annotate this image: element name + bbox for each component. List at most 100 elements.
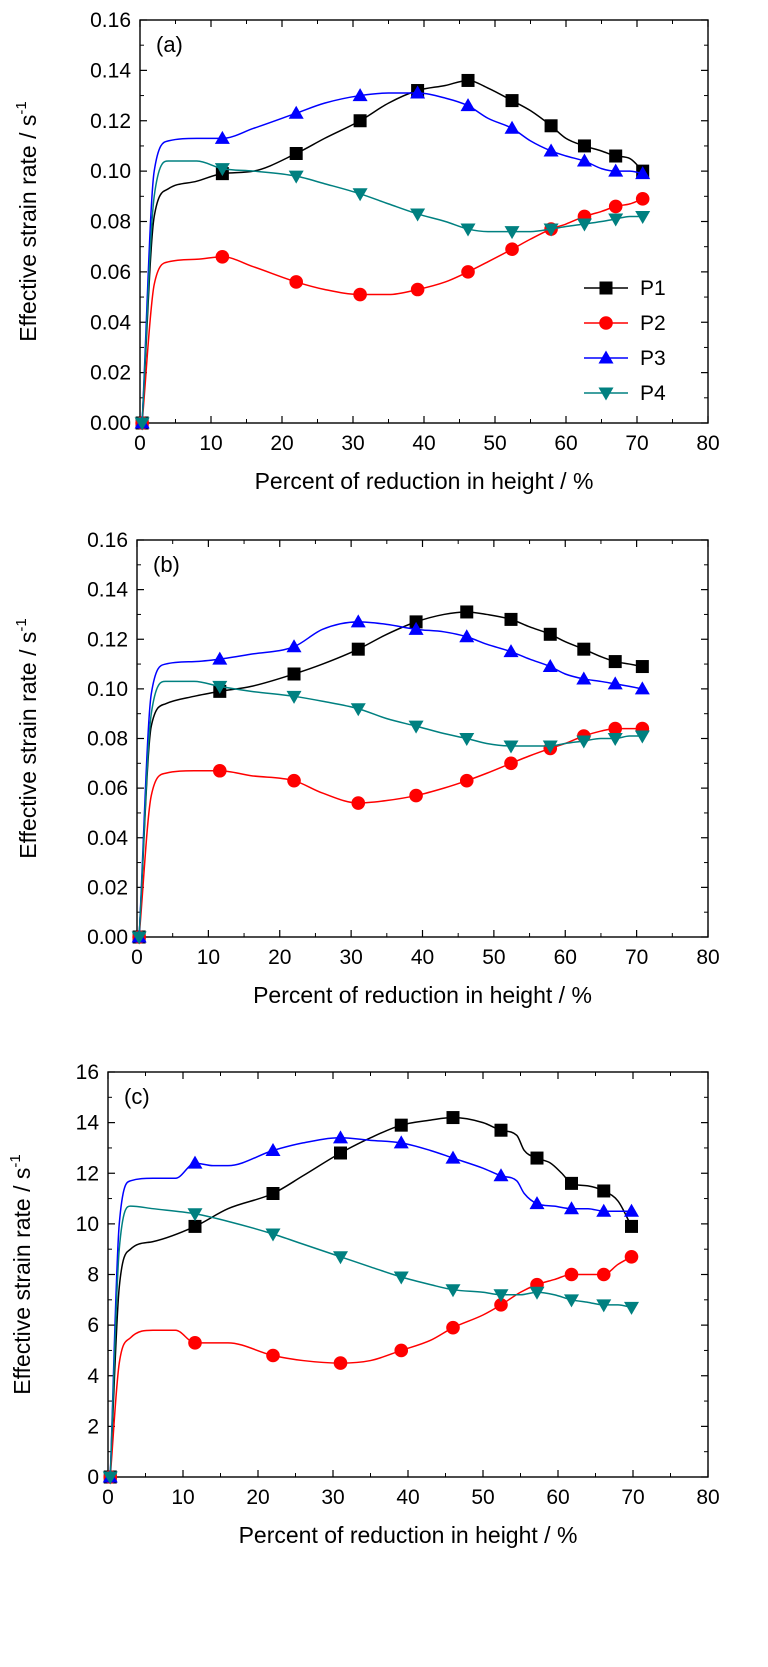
x-tick-label: 60 [554,946,577,969]
data-point-p3 [333,1130,348,1144]
y-tick-label: 0.12 [90,110,131,133]
series-p4 [134,160,651,431]
y-tick-label: 0 [87,1466,99,1489]
legend-label: P4 [640,382,666,405]
data-point-p4 [529,1286,545,1300]
data-point-p3 [214,130,230,144]
x-axis-title: Percent of reduction in height / % [255,468,594,494]
data-point-p4 [445,1284,461,1298]
data-point-p3 [503,644,519,658]
data-point-p3 [576,671,592,685]
legend-marker-p1 [599,281,613,295]
data-point-p1 [597,1184,611,1198]
data-point-p3 [286,639,302,653]
data-point-p1 [635,660,649,674]
data-point-p3 [493,1168,509,1182]
data-point-p3 [543,143,559,157]
data-point-p2 [410,282,425,297]
data-point-p4 [214,163,230,177]
data-point-p2 [266,1348,280,1363]
y-axis-title-superscript: -1 [13,101,30,114]
data-point-p4 [504,226,520,240]
legend-label: P1 [640,277,666,300]
series-p1 [103,1111,638,1484]
series-p3 [131,614,650,943]
data-point-p3 [635,166,651,180]
y-tick-label: 0.06 [90,261,131,284]
data-point-p4 [459,733,475,746]
data-point-p4 [596,1299,612,1313]
series-p1 [135,73,650,430]
data-point-p4 [134,417,150,431]
plot-frame [107,1071,709,1478]
y-axis-title: Effective strain rate / s-1 [13,618,41,858]
data-point-p1 [446,1111,460,1125]
y-tick-label: 12 [76,1162,99,1185]
data-point-p2 [564,1267,579,1282]
data-point-p3 [460,98,476,112]
data-point-p3 [393,1135,409,1149]
x-tick-label: 60 [554,432,577,455]
legend-item-p4: P4 [584,382,666,405]
data-point-p3 [596,1203,612,1217]
y-tick-label: 4 [87,1365,99,1388]
y-tick-label: 8 [87,1264,99,1287]
data-point-p2 [446,1320,460,1335]
x-tick-label: 40 [396,1486,419,1509]
data-point-p4 [635,210,651,224]
x-tick-label: 80 [696,946,719,969]
chart-panel-2: 0 10 20 30 40 50 60 70 80 0.00 0.02 0.04 0.06 0.08 0.1… [13,529,720,1008]
data-point-p2 [608,721,623,736]
data-point-p4 [393,1271,409,1285]
data-point-p1 [289,146,303,160]
data-point-p3 [352,88,368,102]
panel-label: (b) [153,552,180,577]
y-tick-label: 0.00 [90,412,131,435]
data-point-p3 [445,1150,461,1164]
x-tick-label: 30 [321,1486,344,1509]
data-point-p4 [542,740,558,754]
y-tick-label: 0.00 [87,926,128,949]
y-axis-title-text: Effective strain rate / s [15,632,41,859]
series-p2 [132,721,650,944]
x-tick-label: 30 [339,946,362,969]
y-tick-label: 16 [76,1061,99,1084]
legend-marker-p4 [598,387,614,401]
data-point-p1 [625,1219,638,1233]
data-point-p4 [408,720,424,734]
data-point-p3 [576,153,592,167]
legend-item-p3: P3 [584,347,666,370]
y-tick-label: 0.14 [90,59,131,82]
series-line-p3 [138,621,643,938]
data-point-p4 [607,733,623,746]
series-line-p2 [141,198,643,424]
data-point-p1 [577,642,591,656]
data-point-p3 [634,681,650,695]
data-point-p1 [544,119,558,133]
data-point-p1 [334,1146,347,1160]
y-axis-title-superscript: -1 [7,1154,24,1167]
series-line-p2 [138,727,643,938]
x-tick-label: 70 [625,946,648,969]
series-line-p3 [109,1137,632,1478]
y-tick-label: 0.04 [87,827,128,850]
data-point-p1 [461,73,475,87]
x-tick-label: 10 [199,432,222,455]
x-tick-label: 30 [341,432,364,455]
data-point-p2 [596,1267,611,1282]
data-point-p4 [608,213,624,227]
data-point-p4 [410,208,426,222]
y-tick-label: 0.02 [87,876,128,899]
data-point-p2 [333,1356,348,1370]
chart-panel-1: 0 10 20 30 40 50 60 70 80 0.00 0.02 0.04 0.06 0.08 0.1… [13,9,720,494]
data-point-p2 [504,756,518,771]
y-tick-label: 0.16 [90,9,131,32]
data-point-p3 [212,651,228,665]
x-tick-label: 0 [131,946,143,969]
data-point-p4 [543,223,559,237]
x-axis-title: Percent of reduction in height / % [253,982,592,1008]
data-point-p1 [543,627,557,641]
data-point-p3 [265,1142,281,1156]
chart-panel-3: 0 10 20 30 40 50 60 70 80 0 2 4 6 8 10 12 14 16 Percent of… [7,1061,720,1548]
